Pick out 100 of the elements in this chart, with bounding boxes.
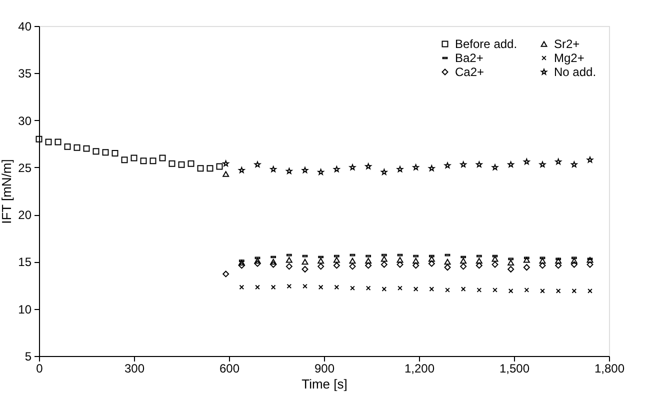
point bbox=[476, 288, 482, 292]
point bbox=[54, 138, 62, 146]
point bbox=[396, 166, 404, 172]
point bbox=[270, 258, 277, 265]
point bbox=[444, 264, 451, 271]
point bbox=[412, 258, 420, 264]
point bbox=[398, 286, 402, 291]
point bbox=[492, 164, 498, 170]
point bbox=[92, 148, 100, 155]
point bbox=[476, 258, 482, 264]
point bbox=[428, 256, 435, 262]
x-tick-label: 300 bbox=[124, 362, 145, 376]
x-axis-title: Time [s] bbox=[302, 376, 348, 392]
point bbox=[539, 161, 546, 168]
x-tick-label: 1,500 bbox=[499, 362, 530, 376]
point bbox=[254, 260, 261, 267]
point bbox=[102, 149, 109, 156]
point bbox=[350, 286, 355, 291]
point bbox=[588, 288, 592, 294]
point bbox=[508, 288, 514, 294]
point bbox=[74, 144, 80, 151]
point bbox=[540, 288, 545, 294]
point bbox=[333, 256, 340, 263]
point bbox=[318, 258, 324, 264]
point bbox=[286, 284, 292, 289]
point bbox=[523, 264, 530, 271]
point bbox=[83, 145, 90, 152]
point bbox=[286, 263, 292, 270]
point bbox=[444, 258, 451, 265]
point bbox=[222, 171, 230, 177]
legend-label: Mg2+ bbox=[554, 51, 584, 65]
point bbox=[150, 158, 156, 164]
point bbox=[302, 258, 308, 265]
point bbox=[302, 266, 308, 272]
y-tick-label: 35 bbox=[18, 66, 32, 81]
point bbox=[380, 261, 388, 268]
point bbox=[349, 258, 356, 264]
point bbox=[570, 258, 578, 264]
point bbox=[365, 262, 372, 269]
y-tick-label: 10 bbox=[18, 302, 32, 316]
point bbox=[188, 160, 194, 167]
y-tick-label: 15 bbox=[18, 255, 32, 270]
point bbox=[318, 284, 324, 290]
point bbox=[539, 262, 546, 269]
point bbox=[286, 256, 292, 263]
point bbox=[112, 150, 118, 157]
point bbox=[476, 262, 482, 269]
point bbox=[206, 165, 214, 172]
point bbox=[508, 260, 514, 266]
x-tick-label: 0 bbox=[36, 362, 44, 376]
point bbox=[270, 261, 277, 268]
point bbox=[539, 258, 546, 264]
point bbox=[572, 288, 577, 294]
point bbox=[255, 284, 260, 290]
y-tick-label: 30 bbox=[18, 114, 32, 128]
y-tick-label: 5 bbox=[24, 350, 32, 364]
y-tick-label: 25 bbox=[18, 160, 32, 175]
point bbox=[382, 286, 387, 292]
point bbox=[239, 284, 244, 290]
x-tick-label: 1,200 bbox=[404, 362, 435, 376]
point bbox=[64, 143, 71, 150]
point bbox=[556, 288, 561, 294]
point bbox=[130, 154, 138, 162]
point bbox=[523, 256, 530, 263]
point bbox=[121, 156, 128, 164]
point bbox=[460, 286, 466, 292]
point bbox=[334, 284, 340, 290]
point bbox=[140, 158, 147, 164]
point bbox=[349, 164, 356, 170]
y-axis-title: IFT [mN/m] bbox=[0, 159, 14, 224]
point bbox=[197, 165, 204, 172]
point bbox=[36, 136, 42, 142]
point bbox=[444, 162, 451, 168]
point bbox=[555, 258, 562, 264]
point bbox=[254, 258, 261, 264]
point bbox=[445, 288, 450, 292]
x-tick-label: 600 bbox=[219, 362, 240, 376]
point bbox=[254, 161, 261, 168]
point bbox=[492, 288, 498, 292]
x-tick-label: 1,800 bbox=[594, 362, 625, 376]
point bbox=[508, 266, 514, 272]
point bbox=[492, 256, 498, 262]
point bbox=[238, 262, 245, 269]
point bbox=[168, 160, 176, 167]
point bbox=[428, 260, 435, 267]
legend-label: Ba2+ bbox=[455, 51, 484, 65]
point bbox=[270, 284, 276, 290]
point bbox=[460, 258, 467, 264]
point bbox=[318, 263, 324, 270]
x-tick-label: 900 bbox=[314, 362, 335, 376]
point bbox=[178, 161, 185, 168]
legend-label: Before add. bbox=[455, 37, 518, 51]
point bbox=[586, 156, 594, 163]
point bbox=[302, 284, 308, 289]
y-tick-label: 20 bbox=[18, 208, 32, 222]
point bbox=[396, 261, 404, 268]
point bbox=[349, 263, 356, 270]
point bbox=[570, 261, 578, 268]
point bbox=[222, 270, 230, 278]
point bbox=[45, 138, 52, 146]
